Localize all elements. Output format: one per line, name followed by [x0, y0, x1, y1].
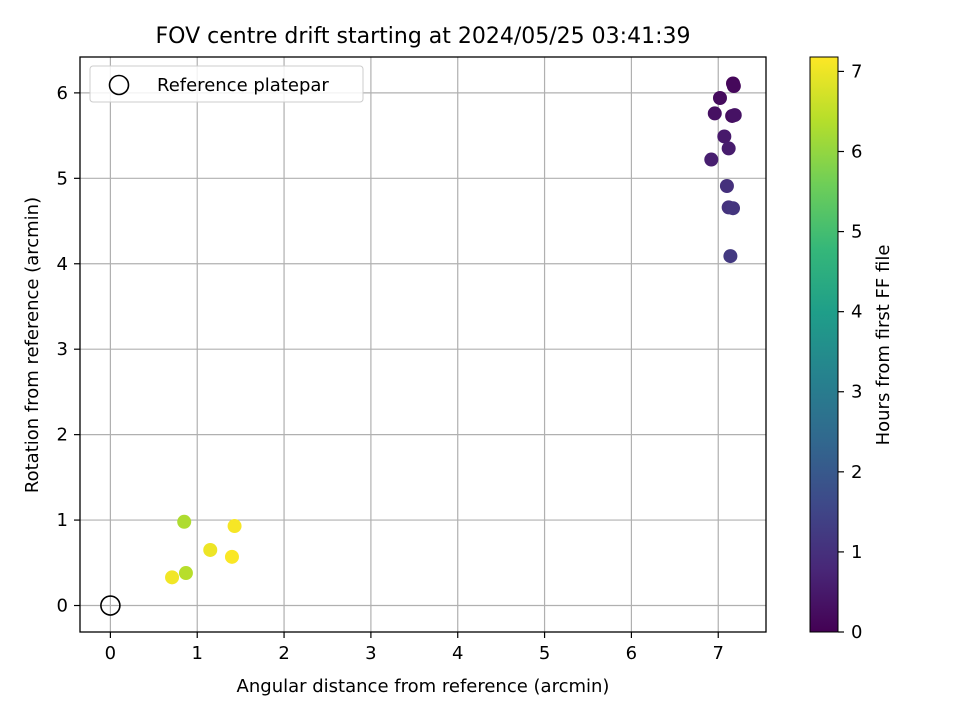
- y-tick-label: 3: [57, 339, 68, 360]
- colorbar-tick-label: 1: [851, 542, 862, 563]
- colorbar-tick-label: 0: [851, 622, 862, 643]
- data-point: [726, 201, 741, 216]
- x-tick-label: 3: [365, 643, 376, 664]
- colorbar-tick-label: 4: [851, 302, 862, 323]
- x-tick-label: 5: [539, 643, 550, 664]
- chart-title: FOV centre drift starting at 2024/05/25 …: [156, 24, 691, 49]
- y-axis-ticks: 0 1 2 3 4 5 6: [57, 83, 80, 617]
- data-point: [712, 91, 727, 106]
- data-points: [165, 76, 742, 585]
- data-point: [177, 514, 192, 529]
- grid-lines: [80, 57, 766, 632]
- colorbar-ticks: 0 1 2 3 4 5 6 7: [838, 61, 862, 643]
- data-point: [721, 141, 736, 156]
- y-tick-label: 0: [57, 596, 68, 617]
- y-tick-label: 4: [57, 254, 68, 275]
- data-point: [719, 179, 734, 194]
- legend-frame: [89, 65, 364, 103]
- colorbar-tick-label: 7: [851, 61, 862, 82]
- colorbar-tick-label: 6: [851, 141, 862, 162]
- data-point: [704, 152, 719, 167]
- colorbar-label: Hours from first FF file: [873, 245, 894, 446]
- data-point: [723, 249, 738, 264]
- colorbar-tick-label: 3: [851, 382, 862, 403]
- y-tick-label: 6: [57, 83, 68, 104]
- x-tick-label: 1: [192, 643, 203, 664]
- x-tick-label: 2: [278, 643, 289, 664]
- data-point: [165, 570, 180, 585]
- x-tick-label: 0: [105, 643, 116, 664]
- colorbar: [809, 56, 839, 633]
- data-point: [717, 129, 732, 144]
- legend-label: Reference platepar: [157, 75, 329, 96]
- data-point: [707, 106, 722, 121]
- data-point: [203, 542, 218, 557]
- y-tick-label: 2: [57, 425, 68, 446]
- x-tick-label: 6: [626, 643, 637, 664]
- y-tick-label: 5: [57, 168, 68, 189]
- colorbar-tick-label: 2: [851, 462, 862, 483]
- reference-point-marker: [100, 595, 121, 616]
- x-tick-label: 7: [713, 643, 724, 664]
- data-point: [178, 566, 193, 581]
- data-point: [727, 108, 742, 123]
- data-point: [227, 519, 242, 534]
- y-tick-label: 1: [57, 510, 68, 531]
- x-axis-ticks: 0 1 2 3 4 5 6 7: [105, 632, 724, 664]
- data-point: [224, 549, 239, 564]
- plot-frame: [79, 56, 767, 633]
- x-axis-label: Angular distance from reference (arcmin): [237, 676, 610, 697]
- y-axis-label: Rotation from reference (arcmin): [22, 197, 43, 493]
- data-point: [726, 79, 741, 94]
- legend-marker: [108, 74, 130, 96]
- colorbar-tick-label: 5: [851, 222, 862, 243]
- legend: Reference platepar: [89, 65, 364, 103]
- x-tick-label: 4: [452, 643, 463, 664]
